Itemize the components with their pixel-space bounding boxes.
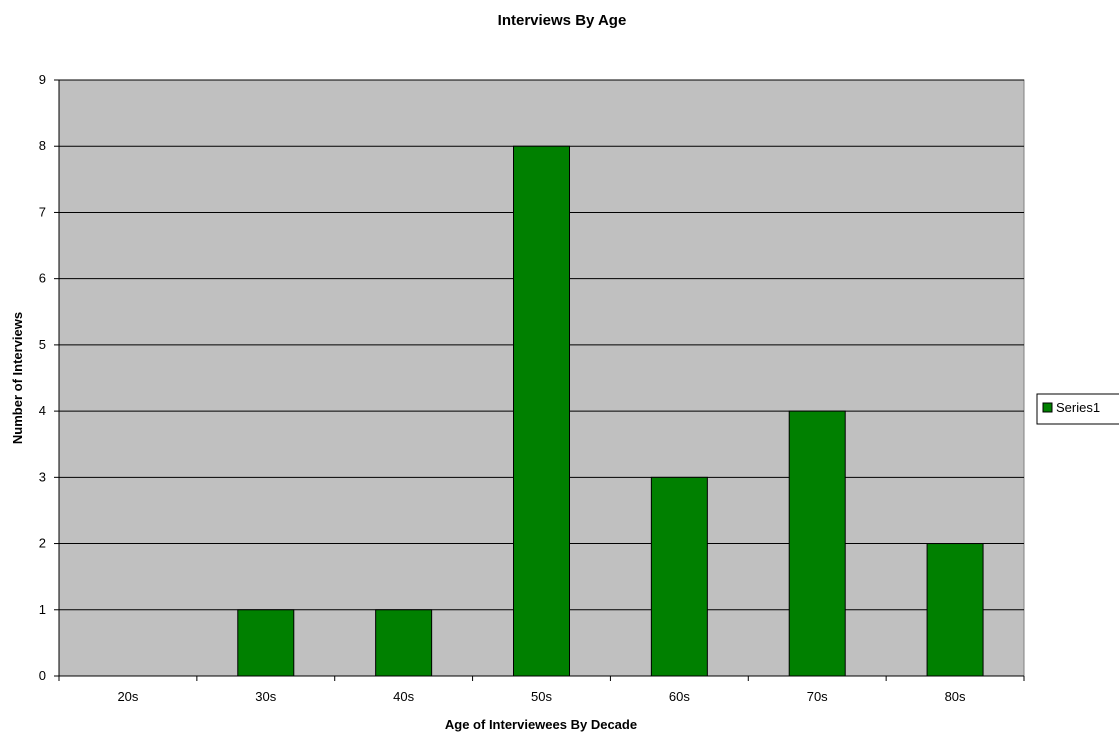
y-tick-label: 0 [39, 668, 46, 683]
axes [54, 79, 1025, 681]
x-tick-label: 30s [255, 689, 276, 704]
y-tick-label: 3 [39, 469, 46, 484]
y-tick-label: 2 [39, 536, 46, 551]
x-axis-label: Age of Interviewees By Decade [445, 717, 637, 732]
y-tick-label: 4 [39, 403, 46, 418]
x-tick-label: 20s [117, 689, 138, 704]
x-tick-label: 80s [945, 689, 966, 704]
y-tick-labels: 0 1 2 3 4 5 6 7 8 9 [39, 72, 46, 683]
y-tick-label: 7 [39, 204, 46, 219]
legend-swatch [1042, 402, 1053, 413]
bar-40s [375, 609, 433, 677]
y-tick-label: 5 [39, 337, 46, 352]
chart-title: Interviews By Age [498, 12, 627, 29]
x-tick-label: 40s [393, 689, 414, 704]
x-tick-label: 70s [807, 689, 828, 704]
y-axis-label: Number of Interviews [10, 312, 25, 444]
y-tick-label: 6 [39, 271, 46, 286]
bar-50s [513, 145, 570, 677]
bar-30s [237, 609, 295, 677]
bar-70s [788, 410, 846, 677]
y-tick-label: 9 [39, 72, 46, 87]
bar-80s [926, 543, 984, 677]
x-tick-labels: 20s 30s 40s 50s 60s 70s 80s [117, 689, 966, 704]
x-tick-label: 50s [531, 689, 552, 704]
bars [237, 145, 984, 677]
x-tick-label: 60s [669, 689, 690, 704]
legend: Series1 [1036, 393, 1119, 425]
y-tick-label: 8 [39, 138, 46, 153]
y-tick-label: 1 [39, 602, 46, 617]
bar-60s [650, 476, 708, 677]
legend-label: Series1 [1056, 400, 1100, 415]
